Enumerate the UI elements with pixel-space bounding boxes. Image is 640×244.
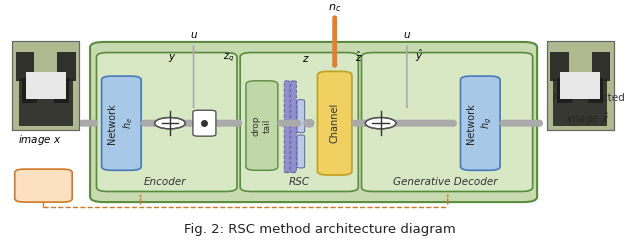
Text: $u$: $u$: [403, 30, 411, 40]
Bar: [12, 41, 79, 130]
Text: $\hat{y}$: $\hat{y}$: [415, 48, 424, 64]
FancyBboxPatch shape: [15, 169, 72, 202]
FancyBboxPatch shape: [461, 76, 500, 170]
Text: $y$: $y$: [168, 52, 176, 64]
Bar: [557, 78, 572, 103]
FancyBboxPatch shape: [362, 52, 532, 192]
Text: RSC: RSC: [289, 177, 310, 187]
Bar: [15, 52, 35, 81]
Text: $z$: $z$: [302, 54, 310, 64]
Bar: [26, 72, 66, 99]
FancyBboxPatch shape: [102, 76, 141, 170]
Bar: [547, 41, 614, 130]
FancyBboxPatch shape: [90, 42, 537, 202]
Text: $n_c$: $n_c$: [328, 2, 341, 14]
FancyBboxPatch shape: [193, 110, 216, 136]
Text: Channel: Channel: [330, 103, 340, 143]
Text: image $\hat{x}$: image $\hat{x}$: [566, 110, 610, 127]
Bar: [554, 79, 607, 126]
Bar: [12, 41, 79, 130]
Text: $\hat{z}$: $\hat{z}$: [355, 50, 363, 64]
Bar: [54, 78, 68, 103]
FancyBboxPatch shape: [284, 81, 290, 173]
Bar: [547, 41, 614, 130]
FancyBboxPatch shape: [246, 81, 278, 170]
Bar: [57, 52, 76, 81]
Text: image $x$: image $x$: [19, 133, 62, 147]
Text: Network
$h_g$: Network $h_g$: [466, 103, 495, 143]
FancyBboxPatch shape: [317, 71, 352, 175]
Bar: [588, 78, 603, 103]
FancyBboxPatch shape: [291, 81, 296, 173]
Circle shape: [155, 118, 185, 129]
Text: $z_q$: $z_q$: [223, 52, 234, 64]
Text: Generative Decoder: Generative Decoder: [393, 177, 497, 187]
Text: label  $s$: label $s$: [24, 179, 63, 191]
Text: $u$: $u$: [189, 30, 198, 40]
FancyBboxPatch shape: [297, 135, 305, 168]
Bar: [550, 52, 569, 81]
FancyBboxPatch shape: [97, 52, 237, 192]
Bar: [560, 72, 600, 99]
Bar: [19, 79, 72, 126]
Circle shape: [365, 118, 396, 129]
FancyBboxPatch shape: [297, 100, 305, 133]
Text: Fig. 2: RSC method architecture diagram: Fig. 2: RSC method architecture diagram: [184, 223, 456, 236]
Text: Network
$h_e$: Network $h_e$: [108, 103, 135, 143]
FancyBboxPatch shape: [240, 52, 358, 192]
Text: drop
tail: drop tail: [252, 115, 272, 136]
Text: reconstructed: reconstructed: [552, 93, 625, 103]
Text: Encoder: Encoder: [144, 177, 187, 187]
Bar: [591, 52, 611, 81]
Bar: [22, 78, 37, 103]
